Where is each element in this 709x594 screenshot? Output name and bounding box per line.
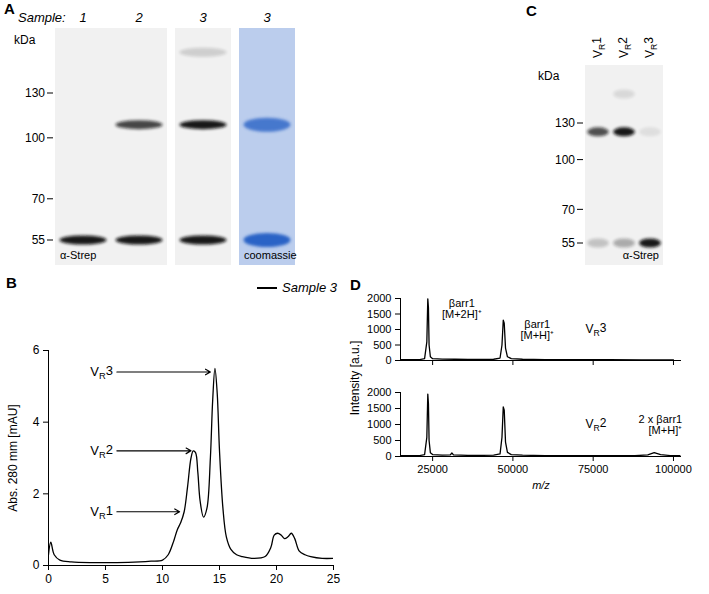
svg-text:α-Strep: α-Strep <box>623 249 659 261</box>
svg-text:VR3: VR3 <box>586 321 607 338</box>
svg-text:1: 1 <box>79 10 86 25</box>
svg-text:coomassie: coomassie <box>244 249 297 261</box>
svg-text:VR2: VR2 <box>616 37 633 58</box>
svg-text:500: 500 <box>373 434 391 446</box>
svg-text:500: 500 <box>373 339 391 351</box>
svg-text:1000: 1000 <box>367 323 391 335</box>
svg-text:130: 130 <box>555 116 575 130</box>
svg-text:0: 0 <box>33 558 40 572</box>
svg-text:130: 130 <box>25 86 45 100</box>
svg-text:βarr1[M+2H]⁺: βarr1[M+2H]⁺ <box>442 297 482 320</box>
svg-text:100: 100 <box>555 153 575 167</box>
svg-text:VR2: VR2 <box>90 442 113 460</box>
svg-text:5: 5 <box>102 572 109 586</box>
svg-text:2: 2 <box>33 487 40 501</box>
svg-text:Sample:: Sample: <box>18 10 66 25</box>
svg-text:55: 55 <box>32 233 46 247</box>
svg-text:70: 70 <box>562 203 576 217</box>
html-text:Intensity [a.u.]: Intensity [a.u.] <box>348 340 362 416</box>
svg-text:2000: 2000 <box>367 386 391 398</box>
svg-text:βarr1[M+H]⁺: βarr1[M+H]⁺ <box>520 318 554 341</box>
svg-text:70: 70 <box>32 192 46 206</box>
svg-text:6: 6 <box>33 343 40 357</box>
svg-text:50000: 50000 <box>498 463 529 475</box>
svg-text:1500: 1500 <box>367 308 391 320</box>
svg-text:A: A <box>4 0 15 17</box>
svg-text:55: 55 <box>562 236 576 250</box>
svg-text:25000: 25000 <box>417 463 448 475</box>
svg-text:3: 3 <box>263 10 271 25</box>
svg-text:25: 25 <box>327 572 341 586</box>
svg-text:1500: 1500 <box>367 402 391 414</box>
svg-text:VR1: VR1 <box>90 503 113 521</box>
svg-text:VR1: VR1 <box>590 37 607 58</box>
svg-text:kDa: kDa <box>538 69 560 83</box>
html-text:B: B <box>6 274 17 291</box>
svg-text:0: 0 <box>45 572 52 586</box>
svg-text:1000: 1000 <box>367 418 391 430</box>
svg-text:100000: 100000 <box>655 463 692 475</box>
svg-text:2: 2 <box>134 10 143 25</box>
svg-text:VR2: VR2 <box>586 416 607 433</box>
svg-text:VR3: VR3 <box>642 37 659 58</box>
html-text:Sample 3: Sample 3 <box>282 280 337 295</box>
svg-text:0: 0 <box>385 450 391 462</box>
svg-text:m/z: m/z <box>532 479 550 491</box>
svg-text:2 x βarr1[M+H]⁺: 2 x βarr1[M+H]⁺ <box>639 413 683 436</box>
svg-text:75000: 75000 <box>578 463 609 475</box>
svg-text:0: 0 <box>385 354 391 366</box>
svg-text:2000: 2000 <box>367 292 391 304</box>
html-text:D: D <box>350 276 361 293</box>
svg-text:α-Strep: α-Strep <box>60 249 96 261</box>
svg-text:4: 4 <box>33 415 40 429</box>
svg-text:3: 3 <box>199 10 207 25</box>
svg-text:100: 100 <box>25 131 45 145</box>
svg-text:15: 15 <box>213 572 227 586</box>
svg-text:C: C <box>526 2 537 19</box>
svg-text:Abs. 280 mm [mAU]: Abs. 280 mm [mAU] <box>6 404 20 511</box>
svg-text:kDa: kDa <box>14 33 36 47</box>
svg-text:20: 20 <box>270 572 284 586</box>
svg-text:10: 10 <box>156 572 170 586</box>
svg-text:VR3: VR3 <box>90 363 113 381</box>
